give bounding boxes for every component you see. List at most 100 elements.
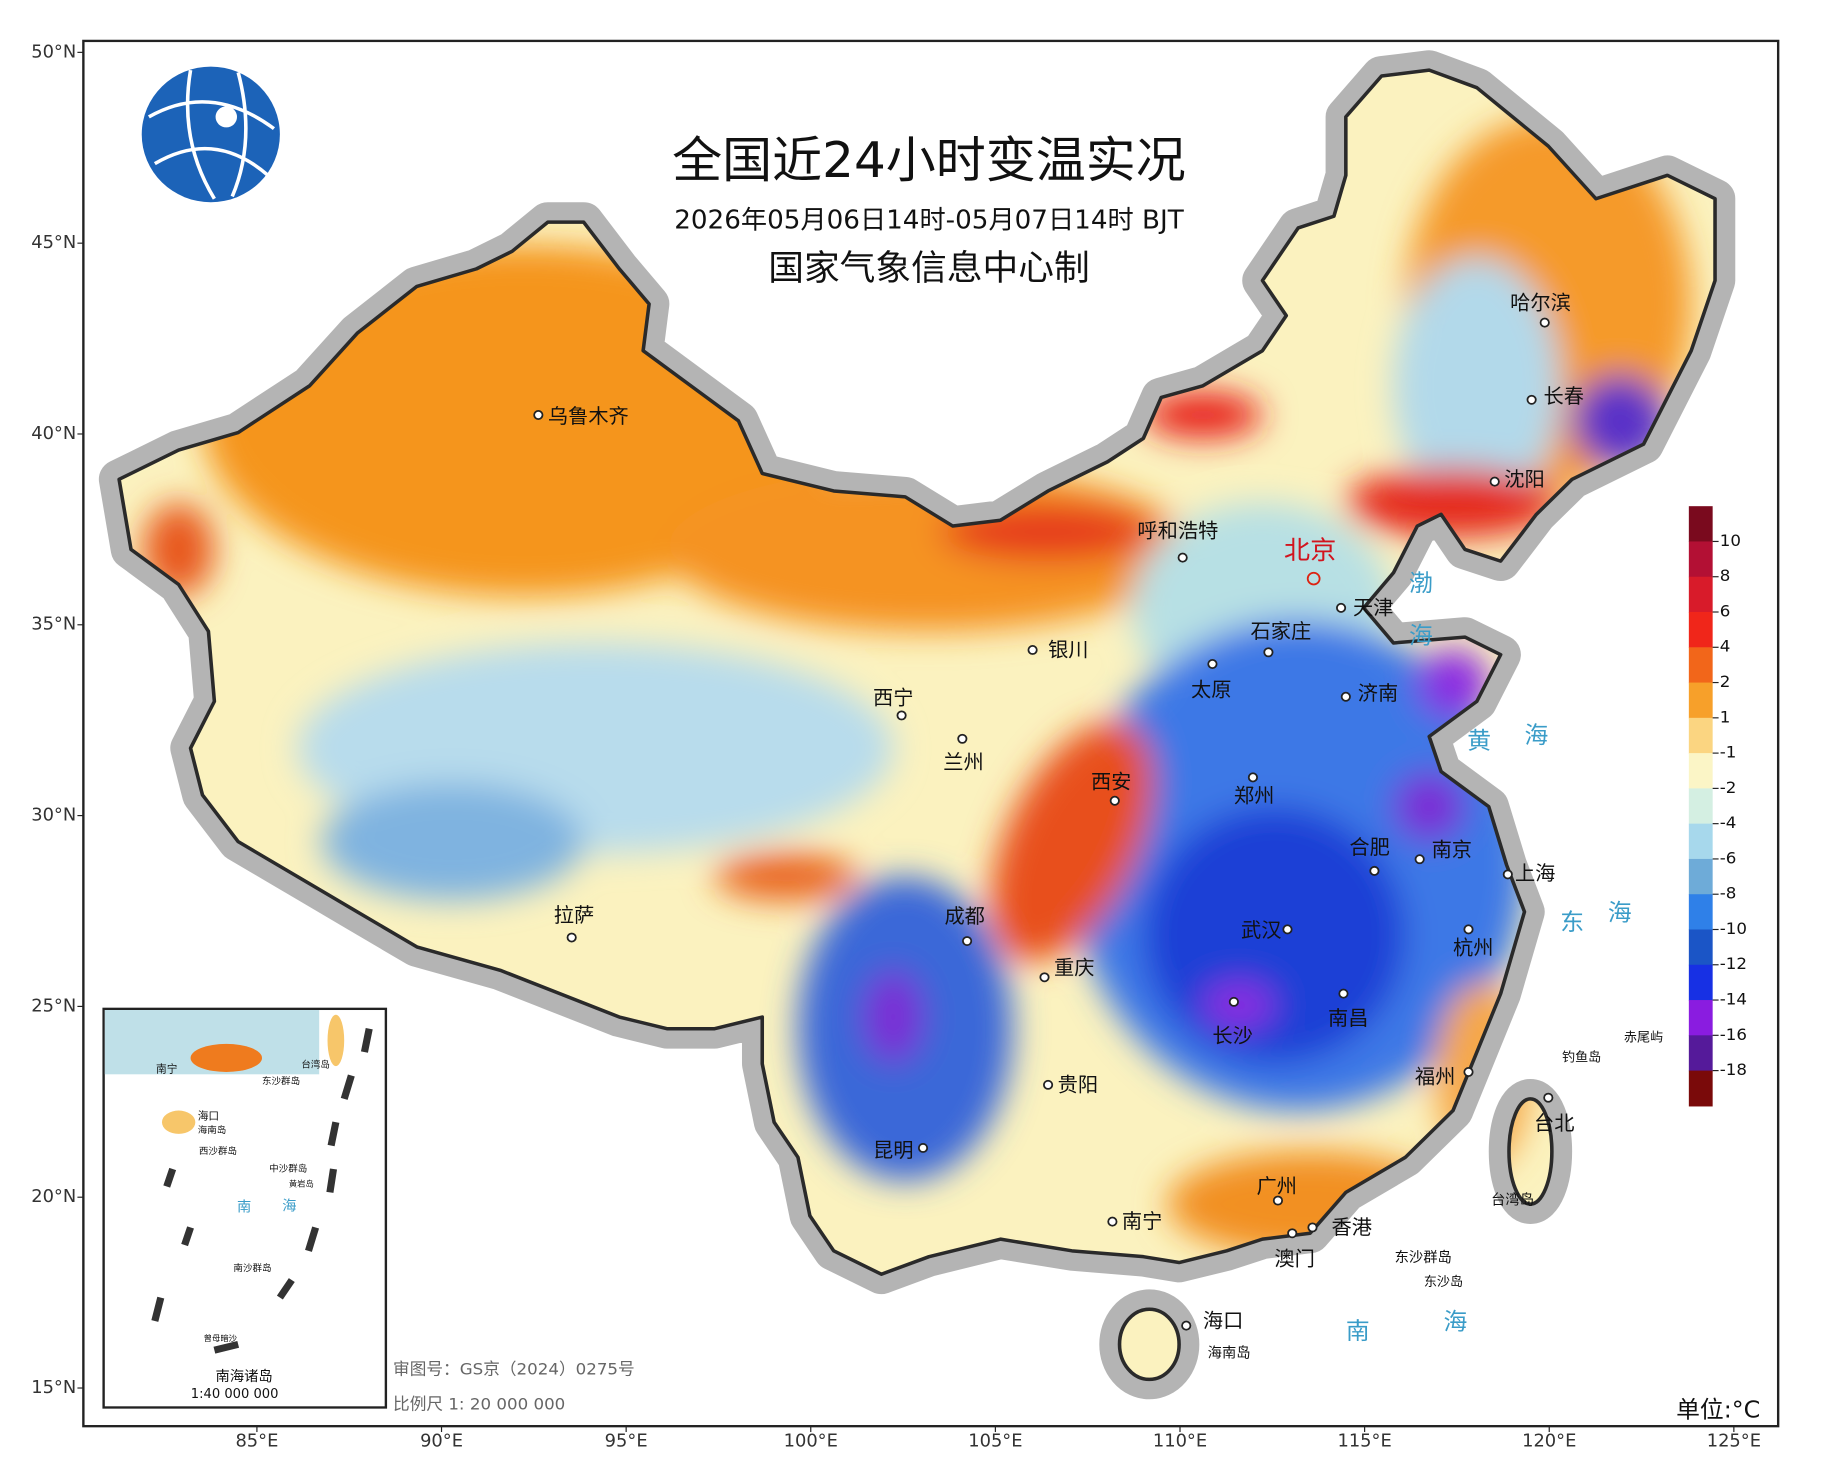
lat-tick-label: 30°N [31,806,76,826]
city-dot [1181,1320,1192,1331]
colorbar-swatch [1688,576,1713,613]
city-dot [1338,988,1349,999]
colorbar-label: -14 [1720,990,1747,1009]
city-dot [1502,869,1513,880]
colorbar-swatch [1688,753,1713,789]
city-label: 台北 [1534,1111,1574,1135]
city-label: 西宁 [873,686,913,710]
city-label: 长春 [1544,384,1584,408]
colorbar-swatch [1688,894,1713,931]
city-label: 澳门 [1274,1247,1314,1271]
colorbar-swatch [1688,929,1713,966]
city-label: 济南 [1358,681,1398,705]
city-dot [566,932,577,943]
colorbar-label: 10 [1720,531,1741,550]
colorbar-swatch [1688,541,1713,578]
map-label: 海 [1524,721,1548,749]
city-dot [1539,317,1550,328]
city-label: 拉萨 [554,903,594,927]
city-dot [1027,644,1038,655]
colorbar-swatch [1688,647,1713,684]
city-label: 成都 [944,904,984,928]
colorbar-label: -4 [1720,813,1737,832]
city-dot [1177,552,1188,563]
city-label: 重庆 [1054,956,1094,980]
map-label: 东 [1560,908,1584,936]
approval-number: 审图号：GS京（2024）0275号 [393,1360,635,1379]
colorbar-label: -2 [1720,778,1737,797]
lat-tick-label: 15°N [31,1378,76,1398]
city-dot [1109,795,1120,806]
city-label: 长沙 [1212,1024,1252,1048]
lon-tick-label: 105°E [968,1431,1022,1451]
lat-tick-label: 40°N [31,424,76,444]
map-label: 东沙岛 [1424,1274,1463,1290]
city-label: 天津 [1353,596,1393,620]
inset-label: 中沙群岛 [269,1163,307,1175]
colorbar-label: -12 [1720,954,1747,973]
colorbar-label: 8 [1720,566,1731,585]
colorbar-label: -6 [1720,849,1737,868]
inset-label: 海口 [198,1109,219,1122]
city-label: 南昌 [1328,1006,1368,1030]
inset-label: 南沙群岛 [233,1262,271,1274]
colorbar-label: 1 [1720,707,1731,726]
lon-tick-label: 85°E [235,1431,278,1451]
city-dot [1272,1195,1284,1206]
map-label: 渤 [1409,569,1433,597]
city-label: 北京 [1284,536,1336,566]
city-dot [1463,1067,1474,1077]
city-dot [1207,659,1218,669]
city-dot [1340,691,1351,702]
city-label: 福州 [1415,1064,1455,1088]
map-label: 东沙群岛 [1395,1250,1452,1266]
city-dot [1263,647,1274,658]
city-dot [962,936,973,947]
city-label: 兰州 [943,750,983,774]
colorbar-label: -8 [1720,884,1737,903]
map-scale: 比例尺 1: 20 000 000 [393,1395,565,1414]
map-label: 钓鱼岛 [1562,1050,1601,1066]
city-dot [1247,772,1258,783]
city-dot [1287,1228,1298,1239]
colorbar-swatch [1688,1035,1713,1072]
colorbar-swatch [1688,964,1713,1001]
city-dot [1336,602,1347,613]
map-root: 全国近24小时变温实况 2026年05月06日14时-05月07日14时 BJT… [31,39,1780,1451]
producer: 国家气象信息中心制 [768,248,1089,289]
inset-title: 南海诸岛 [216,1369,273,1385]
city-dot [1369,865,1380,876]
city-dot [1282,924,1293,935]
city-label: 南京 [1432,838,1472,862]
lat-tick-label: 25°N [31,996,76,1016]
colorbar-label: 4 [1720,637,1731,656]
city-label: 海口 [1203,1309,1243,1333]
city-dot [917,1142,929,1153]
colorbar-swatch [1688,682,1713,719]
inset-frame [102,1007,388,1409]
city-dot [1107,1216,1118,1227]
city-label: 哈尔滨 [1510,291,1571,315]
colorbar-swatch [1688,506,1713,543]
city-dot [1307,1222,1318,1233]
map-label: 海 [1409,622,1433,650]
inset-label: 海 [282,1198,296,1214]
lon-tick-label: 115°E [1337,1431,1391,1451]
city-label: 杭州 [1453,936,1493,960]
inset-label: 黄岩岛 [289,1179,314,1189]
city-label: 乌鲁木齐 [548,404,629,428]
lon-tick-label: 90°E [420,1431,463,1451]
city-dot [1043,1079,1054,1090]
lat-tick-label: 20°N [31,1187,76,1207]
city-label: 贵阳 [1058,1073,1098,1097]
city-label: 昆明 [873,1138,913,1162]
colorbar-label: 2 [1720,672,1731,691]
lon-tick-label: 100°E [784,1431,838,1451]
lon-tick-label: 110°E [1153,1431,1207,1451]
city-dot [1228,996,1239,1007]
map-label: 海 [1608,899,1632,927]
inset-label: 海南岛 [198,1124,227,1136]
colorbar-swatch [1688,788,1713,825]
lon-tick-label: 95°E [605,1431,648,1451]
